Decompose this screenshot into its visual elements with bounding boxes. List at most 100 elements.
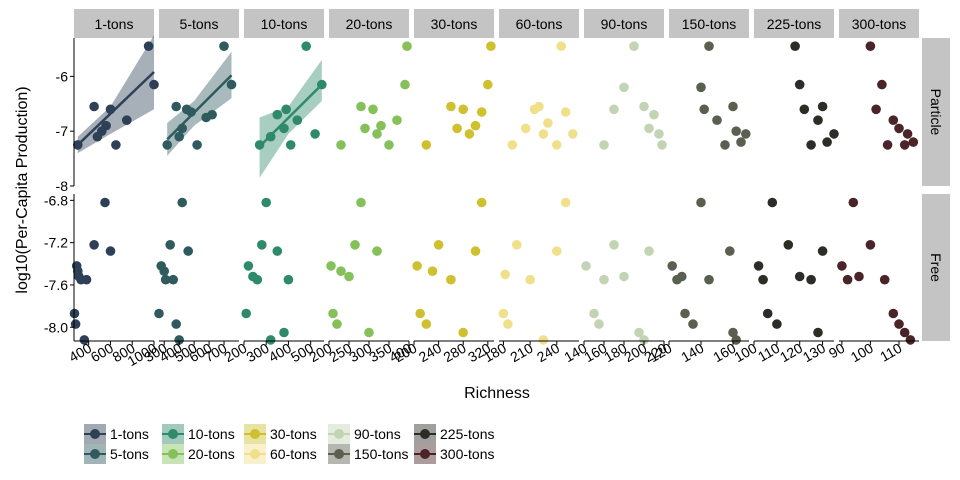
legend-item-90-tons: 90-tons <box>328 424 401 444</box>
data-point <box>712 115 722 125</box>
data-point <box>609 104 619 115</box>
data-point <box>758 274 768 285</box>
data-point <box>281 104 292 115</box>
facet-strip-label: 90-tons <box>601 16 648 32</box>
legend-label: 225-tons <box>440 426 495 442</box>
data-point <box>837 261 847 271</box>
data-point <box>356 101 366 112</box>
data-point <box>171 319 181 329</box>
facet-strip-label: 5-tons <box>180 16 219 32</box>
data-point <box>899 327 910 338</box>
row-strip-free <box>922 194 950 341</box>
data-point <box>799 104 810 115</box>
data-point <box>174 335 184 345</box>
data-point <box>81 274 92 285</box>
legend-key <box>162 444 184 464</box>
confidence-band-1-tons <box>77 35 154 154</box>
data-point <box>292 115 303 125</box>
data-point <box>105 104 116 115</box>
facet-strip-150-tons <box>669 9 749 38</box>
data-point <box>520 123 531 134</box>
data-point <box>101 120 111 131</box>
facet-strip-label: 300-tons <box>852 16 906 32</box>
legend-key <box>84 444 106 464</box>
data-point <box>265 131 276 142</box>
data-point <box>265 335 276 345</box>
facet-strip-90-tons <box>584 9 664 38</box>
y-tick-label: -6.8 <box>44 192 68 208</box>
data-point <box>73 140 83 150</box>
data-point <box>368 104 378 115</box>
facet-strip-225-tons <box>754 9 834 38</box>
legend-label: 300-tons <box>440 446 495 462</box>
data-point <box>720 140 730 150</box>
legend-key <box>244 444 266 464</box>
data-point <box>243 261 254 271</box>
facet-strip-5-tons <box>159 9 239 38</box>
facet-strip-label: 225-tons <box>767 16 821 32</box>
data-point <box>728 101 738 112</box>
data-point <box>470 246 481 256</box>
data-point <box>589 308 599 319</box>
data-point <box>143 41 154 51</box>
data-point <box>822 137 832 147</box>
facet-panels <box>69 35 919 345</box>
data-point <box>817 246 828 256</box>
data-point <box>644 246 654 256</box>
data-point <box>817 101 828 112</box>
data-point <box>556 41 566 51</box>
y-axis-title: log10(Per-Capita Production) <box>14 86 31 293</box>
legend-key <box>414 444 436 464</box>
data-point <box>285 140 296 150</box>
legend-item-1-tons: 1-tons <box>84 424 149 444</box>
data-point <box>412 261 422 271</box>
data-point <box>336 266 346 277</box>
data-point <box>865 240 876 250</box>
data-point <box>813 327 823 338</box>
data-point <box>70 319 81 329</box>
data-point <box>89 240 99 250</box>
x-axis-title: Richness <box>464 385 530 402</box>
legend-key <box>328 444 350 464</box>
y-tick-label: -8.0 <box>44 319 68 335</box>
data-point <box>332 319 342 329</box>
data-point <box>753 261 764 271</box>
data-point <box>372 129 382 139</box>
data-point <box>704 274 714 285</box>
fit-line-1-tons <box>76 71 155 146</box>
data-point <box>879 274 890 285</box>
data-point <box>500 269 511 280</box>
data-point <box>731 126 741 136</box>
data-point <box>177 197 187 208</box>
data-point <box>619 271 629 282</box>
data-point <box>476 107 487 117</box>
data-point <box>283 274 294 285</box>
data-point <box>317 79 327 90</box>
data-point <box>677 271 687 282</box>
legend-key <box>414 424 436 444</box>
data-point <box>111 140 121 150</box>
legend-item-30-tons: 30-tons <box>244 424 317 444</box>
facet-strip-20-tons <box>329 9 409 38</box>
data-point <box>415 308 426 319</box>
legend-item-225-tons: 225-tons <box>414 424 494 444</box>
legend-key <box>244 424 266 444</box>
data-point <box>446 274 456 285</box>
data-point <box>794 79 805 90</box>
data-point <box>657 140 667 150</box>
data-point <box>350 240 360 250</box>
legend: 1-tons 5-tons 10-tons 20-tons 30-tons 60-tons… <box>84 424 504 468</box>
data-point <box>168 274 178 285</box>
data-point <box>344 271 354 282</box>
y-tick-label: -7.6 <box>44 277 68 293</box>
data-point <box>159 266 169 277</box>
x-tick-label: 130 <box>800 340 828 366</box>
legend-label: 5-tons <box>110 446 149 462</box>
data-point <box>736 137 746 147</box>
data-point <box>568 129 578 139</box>
data-point <box>649 109 659 120</box>
data-point <box>402 41 412 51</box>
data-point <box>503 319 513 329</box>
facet-strip-1-tons <box>74 9 154 38</box>
data-point <box>854 271 864 282</box>
